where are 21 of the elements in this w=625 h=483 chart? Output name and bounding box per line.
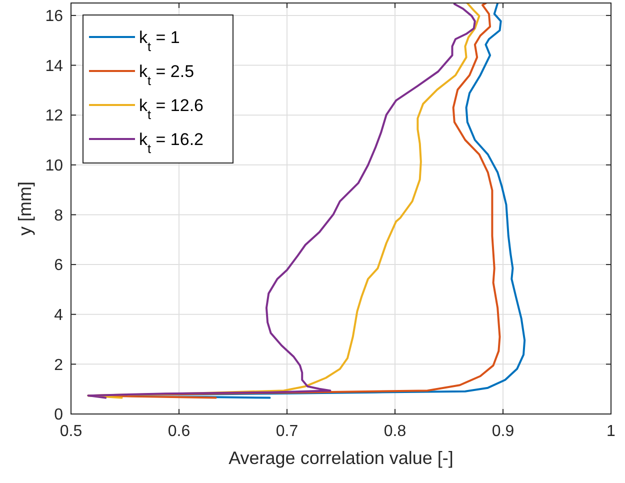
x-tick-label: 0.7 xyxy=(276,423,298,440)
x-tick-label: 0.8 xyxy=(384,423,406,440)
y-tick-label: 4 xyxy=(54,306,64,324)
y-axis-title: y [mm] xyxy=(15,182,35,236)
x-tick-label: 0.9 xyxy=(492,423,514,440)
x-tick-label: 1 xyxy=(606,423,616,440)
legend-label: k$_{t}$ = 16.2 xyxy=(139,130,204,156)
x-axis-title: Average correlation value [-] xyxy=(228,448,454,468)
y-tick-label: 16 xyxy=(45,8,64,26)
legend-label: k$_{t}$ = 2.5 xyxy=(139,62,194,88)
y-tick-label: 12 xyxy=(45,108,64,125)
x-tick-label: 0.6 xyxy=(168,423,190,440)
y-tick-label: 14 xyxy=(45,58,64,75)
y-tick-label: 0 xyxy=(54,406,64,424)
x-tick-label: 0.5 xyxy=(60,423,82,440)
legend-label: k$_{t}$ = 1 xyxy=(139,28,180,54)
y-tick-label: 10 xyxy=(45,158,64,175)
y-tick-label: 8 xyxy=(54,207,64,224)
y-tick-label: 2 xyxy=(54,356,64,374)
y-tick-label: 6 xyxy=(54,257,64,274)
legend-label: k$_{t}$ = 12.6 xyxy=(139,96,204,122)
